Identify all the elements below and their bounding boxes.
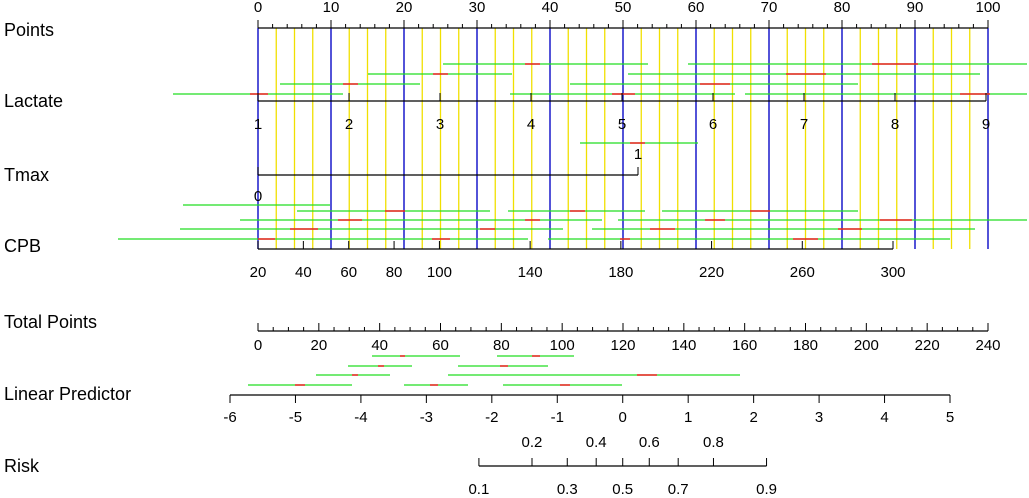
tick-label: 0.1 [468, 481, 489, 498]
row-label: CPB [4, 236, 41, 256]
tick-label: 1 [634, 146, 642, 163]
tick-label: 40 [542, 0, 559, 16]
tick-label: 0.8 [703, 434, 724, 451]
tick-label: 3 [815, 409, 823, 426]
row-label: Risk [4, 456, 40, 476]
tick-label: 10 [323, 0, 340, 16]
tick-label: 4 [527, 116, 535, 133]
tick-label: 80 [493, 337, 510, 354]
tick-label: 80 [834, 0, 851, 16]
tick-label: -6 [223, 409, 236, 426]
tick-label: 60 [340, 264, 357, 281]
tick-label: 0.6 [639, 434, 660, 451]
tick-label: 8 [891, 116, 899, 133]
tick-label: 30 [469, 0, 486, 16]
tick-label: 160 [732, 337, 757, 354]
row-label: Total Points [4, 312, 97, 332]
tick-label: 2 [749, 409, 757, 426]
tick-label: 20 [250, 264, 267, 281]
tick-label: 140 [518, 264, 543, 281]
tick-label: 0.9 [756, 481, 777, 498]
tick-label: 50 [615, 0, 632, 16]
tick-label: 70 [761, 0, 778, 16]
tick-label: 20 [396, 0, 413, 16]
tick-label: 0 [254, 0, 262, 16]
row-label: Lactate [4, 91, 63, 111]
tick-label: 80 [386, 264, 403, 281]
row-label: Tmax [4, 165, 49, 185]
tick-label: 100 [427, 264, 452, 281]
tick-label: -5 [289, 409, 302, 426]
tick-label: -2 [485, 409, 498, 426]
tick-label: 240 [975, 337, 1000, 354]
tick-label: 6 [709, 116, 717, 133]
tick-label: 5 [618, 116, 626, 133]
tick-label: 220 [699, 264, 724, 281]
tick-label: 100 [550, 337, 575, 354]
tick-label: -4 [354, 409, 367, 426]
tick-label: 40 [295, 264, 312, 281]
tick-label: 200 [854, 337, 879, 354]
row-label: Points [4, 20, 54, 40]
tick-label: 0 [254, 337, 262, 354]
tick-label: 0.7 [668, 481, 689, 498]
tick-label: 0.2 [522, 434, 543, 451]
row-label: Linear Predictor [4, 384, 131, 404]
tick-label: 0 [619, 409, 627, 426]
tick-label: 90 [907, 0, 924, 16]
tick-label: 300 [880, 264, 905, 281]
tick-label: -3 [420, 409, 433, 426]
tick-label: 1 [684, 409, 692, 426]
tick-label: 180 [608, 264, 633, 281]
tick-label: -1 [551, 409, 564, 426]
tick-label: 100 [975, 0, 1000, 16]
tick-label: 40 [371, 337, 388, 354]
tick-label: 60 [688, 0, 705, 16]
tick-label: 4 [880, 409, 888, 426]
tick-label: 7 [800, 116, 808, 133]
tick-label: 20 [310, 337, 327, 354]
tick-label: 0.5 [612, 481, 633, 498]
tick-label: 60 [432, 337, 449, 354]
tick-label: 2 [345, 116, 353, 133]
tick-label: 5 [946, 409, 954, 426]
tick-label: 120 [610, 337, 635, 354]
tick-label: 0.3 [557, 481, 578, 498]
tick-label: 180 [793, 337, 818, 354]
tick-label: 260 [790, 264, 815, 281]
tick-label: 1 [254, 116, 262, 133]
tick-label: 9 [982, 116, 990, 133]
tick-label: 140 [671, 337, 696, 354]
tick-label: 3 [436, 116, 444, 133]
tick-label: 0.4 [586, 434, 607, 451]
tick-label: 220 [915, 337, 940, 354]
tick-label: 0 [254, 188, 262, 205]
